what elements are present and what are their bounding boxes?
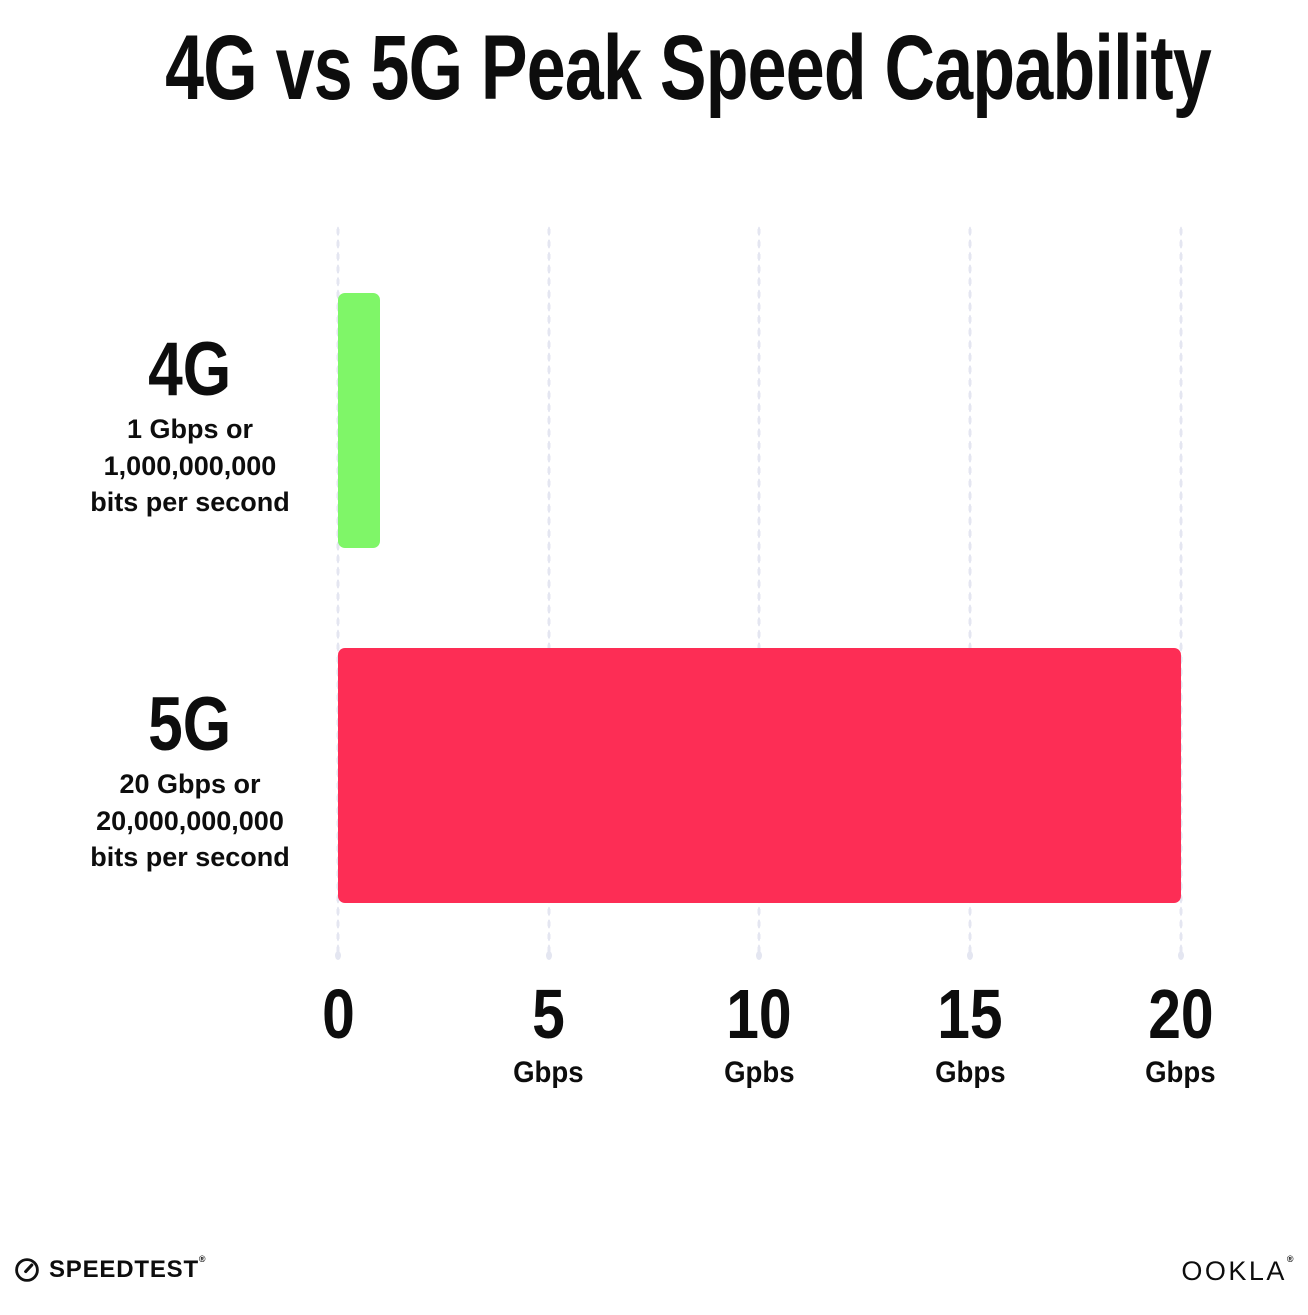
gridline-15 <box>966 225 973 960</box>
bar-4g <box>338 293 381 548</box>
gridline-20 <box>1177 225 1184 960</box>
ookla-registered-trademark: ® <box>1286 1254 1296 1264</box>
x-tick-5: 5 Gbps <box>429 977 669 1089</box>
x-tick-unit: Gpbs <box>723 1056 795 1089</box>
speedtest-wordmark: SPEEDTEST® <box>49 1254 207 1284</box>
speedtest-wordmark-text: SPEEDTEST <box>49 1256 199 1283</box>
row-sublabel-line: bits per second <box>90 842 290 873</box>
chart-title: 4G vs 5G Peak Speed Capability <box>0 18 1308 118</box>
row-sublabel-line: 1 Gbps or <box>126 414 254 445</box>
x-tick-number: 5 <box>532 975 565 1053</box>
x-tick-number: 15 <box>937 975 1003 1053</box>
bar-5g <box>338 648 1181 903</box>
speedtest-logo: SPEEDTEST® <box>14 1254 207 1284</box>
row-sublabel-line: 20 Gbps or <box>119 769 261 800</box>
x-tick-unit: Gbps <box>934 1056 1006 1089</box>
x-tick-unit: Gbps <box>1145 1056 1216 1089</box>
ookla-wordmark-text: OOKLA <box>1181 1256 1287 1286</box>
row-sublabel-line: bits per second <box>90 487 290 518</box>
row-label-big: 5G <box>148 682 232 768</box>
x-tick-unit: Gbps <box>513 1056 584 1089</box>
x-tick-number: 0 <box>321 975 355 1053</box>
x-tick-20: 20 Gbps <box>1061 977 1301 1089</box>
x-tick-0: 0 <box>218 977 458 1051</box>
speedtest-registered-trademark: ® <box>198 1254 207 1264</box>
row-label-4g: 4G 1 Gbps or 1,000,000,000 bits per second <box>28 313 352 537</box>
ookla-logo: OOKLA® <box>1181 1254 1296 1287</box>
row-label-big: 4G <box>148 327 232 413</box>
gridline-5 <box>545 225 552 960</box>
x-tick-number: 10 <box>726 975 792 1053</box>
gridline-0 <box>335 225 341 960</box>
x-tick-15: 15 Gbps <box>850 977 1090 1089</box>
x-tick-number: 20 <box>1147 975 1214 1053</box>
row-sublabel-line: 1,000,000,000 <box>103 450 277 481</box>
speedometer-icon <box>15 1258 39 1282</box>
row-label-5g: 5G 20 Gbps or 20,000,000,000 bits per secon… <box>28 668 352 892</box>
row-sublabel-line: 20,000,000,000 <box>96 805 284 836</box>
x-tick-10: 10 Gpbs <box>639 977 879 1089</box>
gridline-10 <box>756 225 763 960</box>
chart-title-text: 4G vs 5G Peak Speed Capability <box>165 17 1212 119</box>
